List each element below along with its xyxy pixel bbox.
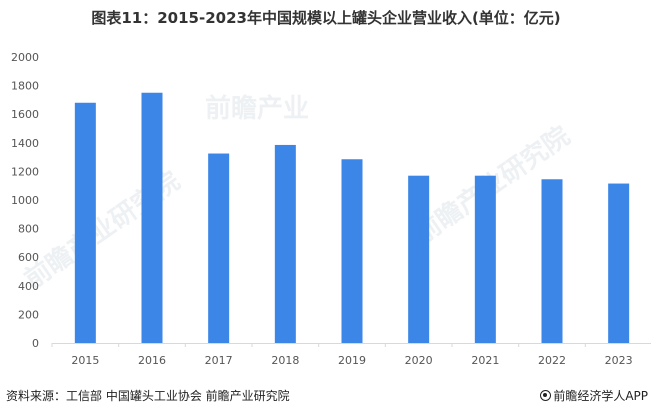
y-tick-label-3: 600: [18, 251, 39, 264]
brand-label: 前瞻经济学人APP: [540, 387, 648, 404]
x-tick-label-2019: 2019: [338, 354, 366, 367]
bar-2015: [74, 102, 96, 343]
y-tick-label-5: 1000: [11, 194, 39, 207]
footer: 资料来源：工信部 中国罐头工业协会 前瞻产业研究院 前瞻经济学人APP: [0, 383, 652, 414]
y-tick-label-1: 200: [18, 308, 39, 321]
chart-title: 图表11：2015-2023年中国规模以上罐头企业营业收入(单位：亿元): [91, 9, 561, 27]
x-tick-label-2020: 2020: [405, 354, 433, 367]
y-tick-label-10: 2000: [11, 51, 39, 64]
y-tick-label-2: 400: [18, 280, 39, 293]
y-tick-label-9: 1800: [11, 80, 39, 93]
bar-2021: [474, 175, 496, 343]
x-tick-label-2018: 2018: [271, 354, 299, 367]
brand-text: 前瞻经济学人APP: [553, 389, 648, 403]
bar-2019: [341, 159, 363, 343]
y-tick-label-4: 800: [18, 223, 39, 236]
bar-2017: [208, 153, 230, 343]
x-tick-label-2015: 2015: [71, 354, 99, 367]
x-tick-label-2022: 2022: [538, 354, 566, 367]
bar-2023: [608, 183, 630, 343]
y-axis-ticks: 0 200 400 600 800 1000 1200 1400 1600 1800 2000: [11, 51, 39, 350]
x-tick-label-2021: 2021: [471, 354, 499, 367]
x-tick-label-2023: 2023: [605, 354, 633, 367]
bar-chart: 0 200 400 600 800 1000 1200 1400 1600 1800 2000 20…: [11, 51, 651, 367]
x-tick-label-2016: 2016: [138, 354, 166, 367]
y-tick-label-6: 1200: [11, 165, 39, 178]
y-tick-label-8: 1600: [11, 108, 39, 121]
y-tick-label-7: 1400: [11, 137, 39, 150]
bars: [74, 92, 630, 343]
y-tick-label-0: 0: [32, 337, 39, 350]
bar-2022: [541, 179, 563, 343]
source-note: 资料来源：工信部 中国罐头工业协会 前瞻产业研究院: [6, 389, 290, 403]
bar-2020: [408, 175, 430, 343]
x-tick-label-2017: 2017: [205, 354, 233, 367]
bar-2018: [274, 144, 296, 343]
bar-2016: [141, 92, 163, 343]
x-axis-ticks: 2015 2016 2017 2018 2019 2020 2021 2022 2023: [51, 343, 633, 367]
brand-logo-icon: [540, 390, 552, 401]
